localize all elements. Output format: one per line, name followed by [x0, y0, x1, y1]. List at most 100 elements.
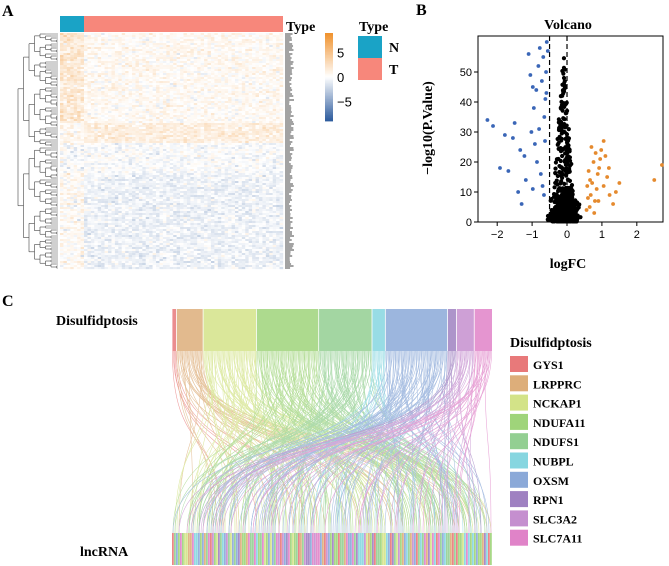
heatmap-cell: [204, 75, 208, 78]
heatmap-cell: [70, 111, 74, 114]
heatmap-cell: [111, 37, 116, 40]
heatmap-cell: [276, 147, 280, 150]
heatmap-cell: [142, 167, 146, 170]
heatmap-cell: [87, 151, 92, 154]
heatmap-cell: [193, 35, 198, 38]
heatmap-cell: [241, 39, 246, 42]
heatmap-cell: [94, 71, 98, 74]
heatmap-cell: [217, 95, 222, 98]
heatmap-cell: [176, 171, 181, 174]
heatmap-cell: [87, 145, 92, 148]
heatmap-cell: [97, 111, 102, 114]
heatmap-cell: [121, 139, 126, 142]
heatmap-cell: [180, 45, 184, 48]
heatmap-cell: [142, 71, 146, 74]
heatmap-cell: [197, 81, 201, 84]
heatmap-cell: [142, 43, 146, 46]
heatmap-cell: [87, 163, 92, 166]
heatmap-cell: [217, 83, 222, 86]
heatmap-cell: [221, 151, 225, 154]
heatmap-cell: [176, 79, 181, 82]
heatmap-cell: [80, 143, 85, 146]
heatmap-cell: [94, 87, 98, 90]
heatmap-cell: [200, 109, 205, 112]
heatmap-cell: [248, 35, 253, 38]
heatmap-cell: [269, 39, 273, 42]
heatmap-cell: [193, 59, 198, 62]
heatmap-cell: [149, 141, 153, 144]
heatmap-cell: [193, 121, 198, 124]
heatmap-cell: [66, 93, 71, 96]
heatmap-cell: [132, 41, 136, 44]
heatmap-cell: [159, 167, 164, 170]
heatmap-cell: [241, 65, 246, 68]
heatmap-cell: [108, 121, 112, 124]
heatmap-cell: [135, 173, 140, 176]
heatmap-cell: [121, 109, 126, 112]
heatmap-cell: [204, 49, 208, 52]
heatmap-cell: [111, 143, 116, 146]
heatmap-cell: [279, 127, 284, 130]
heatmap-cell: [217, 33, 222, 36]
heatmap-cell: [108, 163, 112, 166]
heatmap-cell: [97, 91, 102, 94]
heatmap-cell: [197, 107, 201, 110]
heatmap-cell: [207, 167, 212, 170]
heatmap-cell: [238, 141, 242, 144]
heatmap-cell: [77, 35, 81, 38]
heatmap-cell: [269, 139, 273, 142]
heatmap-cell: [152, 43, 157, 46]
heatmap-cell: [73, 131, 78, 134]
heatmap-cell: [104, 33, 109, 36]
heatmap-cell: [87, 133, 92, 136]
heatmap-cell: [245, 115, 249, 118]
heatmap-cell: [173, 123, 177, 126]
heatmap-cell: [228, 63, 232, 66]
heatmap-cell: [60, 105, 64, 108]
heatmap-cell: [200, 75, 205, 78]
heatmap-cell: [276, 47, 280, 50]
heatmap-cell: [238, 91, 242, 94]
heatmap-cell: [180, 95, 184, 98]
heatmap-cell: [255, 151, 260, 154]
heatmap-cell: [217, 45, 222, 48]
heatmap-cell: [145, 131, 150, 134]
heatmap-cell: [166, 61, 170, 64]
heatmap-cell: [156, 135, 160, 138]
heatmap-cell: [101, 39, 105, 42]
heatmap-cell: [224, 121, 229, 124]
heatmap-cell: [138, 153, 143, 156]
heatmap-cell: [84, 173, 88, 176]
heatmap-cell: [255, 123, 260, 126]
heatmap-cell: [159, 159, 164, 162]
heatmap-cell: [217, 69, 222, 72]
heatmap-cell: [73, 143, 78, 146]
heatmap-cell: [204, 69, 208, 72]
heatmap-cell: [169, 105, 174, 108]
heatmap-cell: [63, 85, 68, 88]
heatmap-cell: [252, 137, 256, 140]
heatmap-cell: [197, 89, 201, 92]
heatmap-cell: [111, 47, 116, 50]
heatmap-cell: [104, 99, 109, 102]
heatmap-cell: [90, 111, 95, 114]
heatmap-cell: [176, 67, 181, 70]
heatmap-cell: [204, 109, 208, 112]
heatmap-cell: [186, 71, 191, 74]
heatmap-cell: [169, 53, 174, 56]
heatmap-cell: [231, 135, 236, 138]
heatmap-cell: [234, 159, 239, 162]
heatmap-cell: [180, 115, 184, 118]
heatmap-cell: [200, 59, 205, 62]
heatmap-cell: [200, 47, 205, 50]
heatmap-cell: [142, 165, 146, 168]
heatmap-cell: [173, 109, 177, 112]
heatmap-cell: [104, 57, 109, 60]
heatmap-cell: [224, 117, 229, 120]
heatmap-cell: [121, 89, 126, 92]
heatmap-cell: [245, 103, 249, 106]
heatmap-cell: [269, 69, 273, 72]
heatmap-cell: [77, 65, 81, 68]
heatmap-cell: [66, 173, 71, 176]
heatmap-cell: [101, 35, 105, 38]
